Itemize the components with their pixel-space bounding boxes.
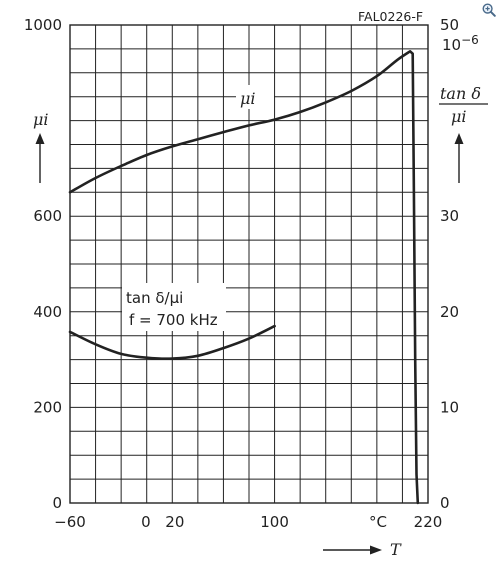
y-left-tick-label: 400 [33,303,62,321]
left-axis-label: μi [33,110,49,129]
grid [70,25,428,503]
right-axis-multiplier-exponent: −6 [461,33,479,47]
mu-curve-label-text: μi [240,89,256,108]
y-right-tick-label: 50 [440,16,459,34]
x-axis-arrow [323,545,382,555]
x-tick-label: 20 [165,513,184,531]
right-axis-label-top: tan δ [440,84,481,103]
zoom-in-icon[interactable] [482,3,496,17]
mu-curve-label: μi [236,85,274,109]
curves [68,50,420,505]
y-left-tick-label: 1000 [24,16,62,34]
x-tick-label: 0 [141,513,151,531]
y-right-tick-label: 0 [440,494,450,512]
plot-frame [69,24,429,504]
x-axis-label: T [390,540,402,559]
figure-code: FAL0226-F [358,9,423,24]
x-axis-unit: °C [369,513,387,531]
series-mu-line [68,50,420,505]
tan-annotation-line1: tan δ/μi [126,289,183,307]
y-right-tick-label: 10 [440,398,459,416]
left-axis-arrow [35,133,45,183]
y-left-tick-label: 200 [33,398,62,416]
y-left-tick-label: 600 [33,207,62,225]
right-axis-label-bottom: μi [451,107,467,126]
y-right-tick-label: 30 [440,207,459,225]
x-tick-label: 220 [414,513,443,531]
right-axis-arrow [454,133,464,183]
tan-annotation-line2: f = 700 kHz [129,311,218,329]
x-tick-label: 100 [260,513,289,531]
y-right-tick-label: 20 [440,303,459,321]
y-left-tick-label: 0 [52,494,62,512]
right-axis-multiplier: 10−6 [442,33,479,54]
tan-annotation: tan δ/μi f = 700 kHz [122,283,226,331]
right-axis-multiplier-base: 10 [442,36,461,54]
x-tick-label: −60 [54,513,86,531]
series-tan-line [68,324,276,361]
